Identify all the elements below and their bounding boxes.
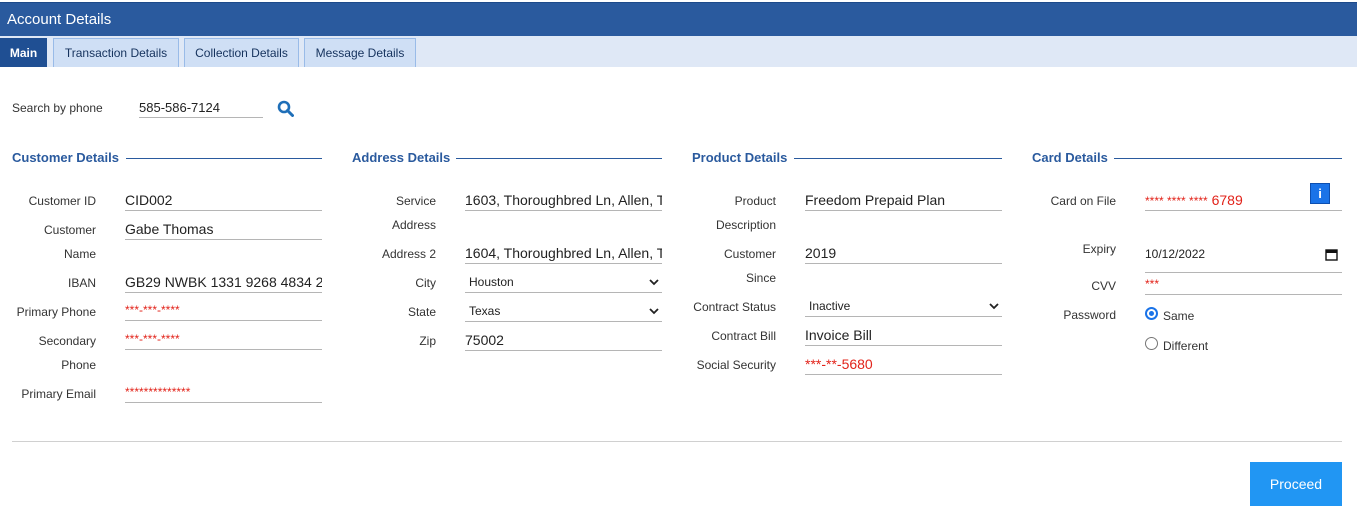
state-select[interactable]: Texas (465, 302, 662, 322)
customer-id-label: Customer ID (12, 189, 96, 213)
tab-bar: Main Transaction Details Collection Deta… (0, 36, 1357, 67)
password-label: Password (1032, 303, 1116, 327)
city-select[interactable]: Houston (465, 273, 662, 293)
primary-phone-label: Primary Phone (12, 300, 96, 324)
address2-label: Address 2 (352, 242, 436, 266)
address2-field[interactable]: 1604, Thoroughbred Ln, Allen, T (465, 244, 662, 264)
service-address-label: Service (352, 189, 436, 213)
zip-label: Zip (352, 329, 436, 353)
social-security-field[interactable]: ***-**-5680 (805, 355, 1002, 375)
iban-label: IBAN (12, 271, 96, 295)
contract-status-select[interactable]: Inactive (805, 297, 1002, 317)
customer-id-field[interactable]: CID002 (125, 191, 322, 211)
card-details-heading: Card Details (1032, 150, 1108, 165)
expiry-date-field[interactable]: 10/12/2022 (1145, 244, 1342, 273)
tab-collection-details[interactable]: Collection Details (184, 38, 299, 67)
customer-since-field[interactable]: 2019 (805, 244, 1002, 264)
password-same-radio[interactable] (1145, 307, 1158, 320)
product-description-label-line2: Description (692, 213, 776, 237)
customer-details-heading: Customer Details (12, 150, 119, 165)
card-heading-divider (1114, 158, 1342, 159)
iban-field[interactable]: GB29 NWBK 1331 9268 4834 2 (125, 273, 322, 293)
contract-bill-field[interactable]: Invoice Bill (805, 326, 1002, 346)
contract-status-value: Inactive (809, 299, 850, 313)
state-select-value: Texas (469, 304, 500, 318)
service-address-field[interactable]: 1603, Thoroughbred Ln, Allen, T (465, 191, 662, 211)
state-label: State (352, 300, 436, 324)
password-different-radio[interactable] (1145, 337, 1158, 350)
tab-transaction-details[interactable]: Transaction Details (53, 38, 179, 67)
customer-heading-divider (126, 158, 322, 159)
contract-bill-label: Contract Bill (692, 324, 776, 348)
address-details-heading: Address Details (352, 150, 450, 165)
secondary-phone-label-line2: Phone (12, 353, 96, 377)
search-icon[interactable] (277, 100, 294, 117)
cvv-field[interactable]: *** (1145, 275, 1342, 295)
calendar-icon[interactable] (1325, 248, 1338, 261)
proceed-button[interactable]: Proceed (1250, 462, 1342, 506)
primary-phone-field[interactable]: ***-***-**** (125, 301, 322, 321)
customer-since-label-line2: Since (692, 266, 776, 290)
product-details-heading: Product Details (692, 150, 787, 165)
product-heading-divider (794, 158, 1002, 159)
password-different-label: Different (1163, 339, 1208, 353)
card-info-button[interactable]: i (1310, 183, 1330, 204)
search-label: Search by phone (12, 101, 103, 115)
customer-name-label: Customer (12, 218, 96, 242)
footer-divider (12, 441, 1342, 442)
contract-status-label: Contract Status (685, 295, 776, 319)
window-title: Account Details (7, 11, 111, 28)
address-heading-divider (456, 158, 662, 159)
card-last-digits: 6789 (1212, 192, 1243, 208)
cvv-label: CVV (1032, 274, 1116, 298)
expiry-date-value: 10/12/2022 (1145, 247, 1205, 261)
password-same-label: Same (1163, 309, 1194, 323)
card-on-file-label: Card on File (1032, 189, 1116, 213)
city-select-value: Houston (469, 275, 514, 289)
chevron-down-icon (988, 300, 1000, 312)
search-input[interactable]: 585-586-7124 (139, 99, 263, 118)
customer-name-field[interactable]: Gabe Thomas (125, 220, 322, 240)
product-description-label: Product (692, 189, 776, 213)
chevron-down-icon (648, 305, 660, 317)
zip-field[interactable]: 75002 (465, 331, 662, 351)
chevron-down-icon (648, 276, 660, 288)
product-description-field[interactable]: Freedom Prepaid Plan (805, 191, 1002, 211)
expiry-label: Expiry (1032, 237, 1116, 261)
window-titlebar: Account Details (0, 2, 1357, 36)
tab-main[interactable]: Main (0, 38, 47, 67)
social-security-label: Social Security (685, 353, 776, 377)
tab-message-details[interactable]: Message Details (304, 38, 416, 67)
card-masked-digits: **** **** **** (1145, 194, 1208, 208)
city-label: City (352, 271, 436, 295)
service-address-label-line2: Address (352, 213, 436, 237)
customer-since-label: Customer (692, 242, 776, 266)
primary-email-field[interactable]: ************** (125, 383, 322, 403)
secondary-phone-field[interactable]: ***-***-**** (125, 330, 322, 350)
primary-email-label: Primary Email (12, 382, 96, 406)
customer-name-label-line2: Name (12, 242, 96, 266)
secondary-phone-label: Secondary (12, 329, 96, 353)
